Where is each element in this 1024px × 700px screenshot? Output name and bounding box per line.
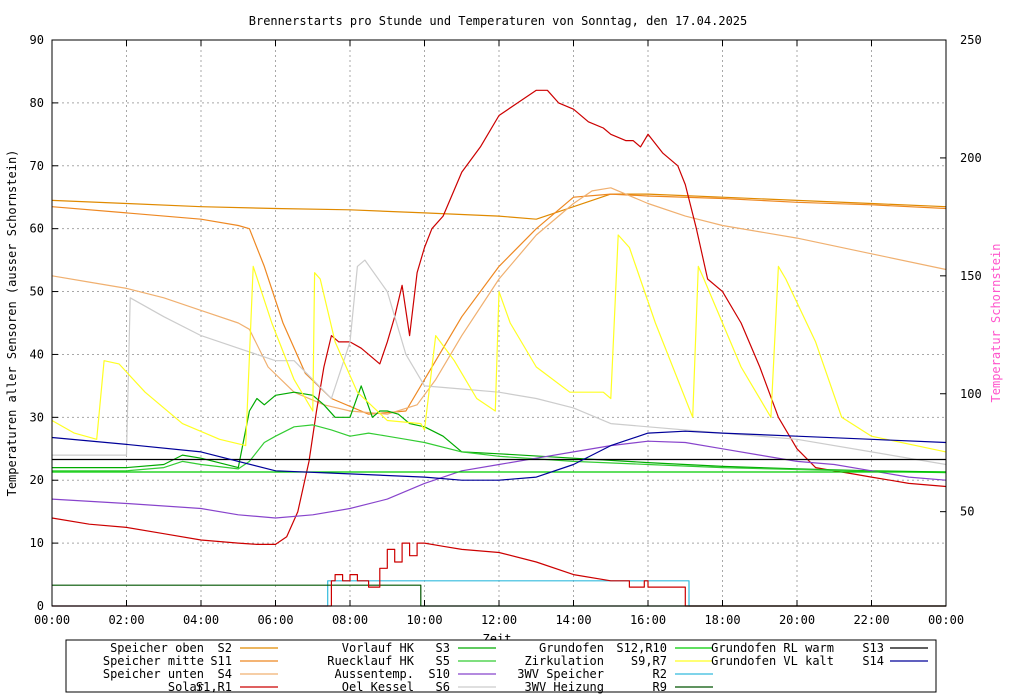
y-tick-label: 80: [30, 96, 44, 110]
y-tick-label: 0: [37, 599, 44, 613]
legend-box: [65, 639, 937, 693]
legend-code: S11: [210, 654, 232, 668]
series-line-speicher-oben-s2: [51, 193, 947, 220]
x-tick-label: 18:00: [704, 613, 740, 627]
x-tick-label: 22:00: [853, 613, 889, 627]
legend-label: Grundofen VL kalt: [711, 654, 834, 668]
legend-code: S2: [218, 641, 232, 655]
chart-title: Brennerstarts pro Stunde und Temperature…: [249, 14, 748, 28]
series-line-aussentemp-s10: [51, 440, 947, 519]
y2-tick-label: 200: [960, 151, 982, 165]
y2-tick-label: 250: [960, 33, 982, 47]
y2-tick-label: 50: [960, 505, 974, 519]
y2-tick-label: 150: [960, 269, 982, 283]
legend-code: S6: [436, 680, 450, 694]
legend-code: S9,R7: [631, 654, 667, 668]
grid-lines: [52, 40, 946, 606]
x-tick-label: 02:00: [108, 613, 144, 627]
legend-label: Grundofen RL warm: [711, 641, 834, 655]
legend-label: Vorlauf HK: [342, 641, 415, 655]
x-tick-label: 06:00: [257, 613, 293, 627]
series-line-grundofen-vl-kalt-s14: [51, 430, 947, 481]
legend-label: Oel Kessel: [342, 680, 414, 694]
x-tick-label: 00:00: [34, 613, 70, 627]
series-line-speicher-mitte-s11: [51, 193, 947, 415]
x-tick-label: 08:00: [332, 613, 368, 627]
series-line-zirkulation-s9-r7: [51, 234, 947, 453]
x-tick-label: 14:00: [555, 613, 591, 627]
legend-code: S10: [428, 667, 450, 681]
legend-label: 3WV Heizung: [525, 680, 604, 694]
y-tick-label: 40: [30, 347, 44, 361]
legend-code: S1,R1: [196, 680, 232, 694]
legend-code: R9: [653, 680, 667, 694]
legend-label: Solar: [168, 680, 204, 694]
y-tick-label: 70: [30, 159, 44, 173]
legend-label: Speicher mitte: [103, 654, 204, 668]
y2-axis-label: Temperatur Schornstein: [989, 244, 1003, 403]
y-tick-label: 30: [30, 410, 44, 424]
series-line-solar-s1-r1: [51, 89, 947, 546]
legend: Speicher oben S2 Speicher mitte S11 Speicher…: [103, 641, 928, 694]
y-tick-label: 20: [30, 473, 44, 487]
series-line-ruecklauf-hk-s5: [52, 424, 947, 474]
series-line-speicher-unten-s4: [51, 187, 947, 415]
series-line-vorlauf-hk-s3: [52, 385, 947, 473]
x-tick-label: 00:00: [928, 613, 964, 627]
legend-label: Speicher unten: [103, 667, 204, 681]
y-tick-label: 10: [30, 536, 44, 550]
x-tick-label: 12:00: [481, 613, 517, 627]
legend-label: Grundofen: [539, 641, 604, 655]
legend-label: 3WV Speicher: [517, 667, 604, 681]
y-tick-label: 90: [30, 33, 44, 47]
legend-label: Zirkulation: [525, 654, 604, 668]
legend-code: S4: [218, 667, 232, 681]
legend-label: Aussentemp.: [335, 667, 414, 681]
tick-labels: 00:00 02:00 04:00 06:00 08:00 10:00 12:00 14:00…: [30, 33, 982, 627]
legend-code: S12,R10: [616, 641, 667, 655]
legend-label: Ruecklauf HK: [327, 654, 414, 668]
legend-code: S13: [862, 641, 884, 655]
x-tick-label: 10:00: [406, 613, 442, 627]
y-tick-label: 50: [30, 285, 44, 299]
x-tick-label: 04:00: [183, 613, 219, 627]
series-group: [51, 89, 947, 607]
x-tick-label: 20:00: [779, 613, 815, 627]
legend-label: Speicher oben: [110, 641, 204, 655]
legend-code: R2: [653, 667, 667, 681]
x-tick-label: 16:00: [630, 613, 666, 627]
y2-tick-label: 100: [960, 387, 982, 401]
legend-code: S5: [436, 654, 450, 668]
series-line-oel-kessel-s6: [52, 259, 947, 466]
legend-code: S14: [862, 654, 884, 668]
legend-code: S3: [436, 641, 450, 655]
y-axis-label: Temperaturen aller Sensoren (ausser Scho…: [5, 150, 19, 497]
series-line-brennerstarts: [52, 542, 946, 607]
y-tick-label: 60: [30, 222, 44, 236]
